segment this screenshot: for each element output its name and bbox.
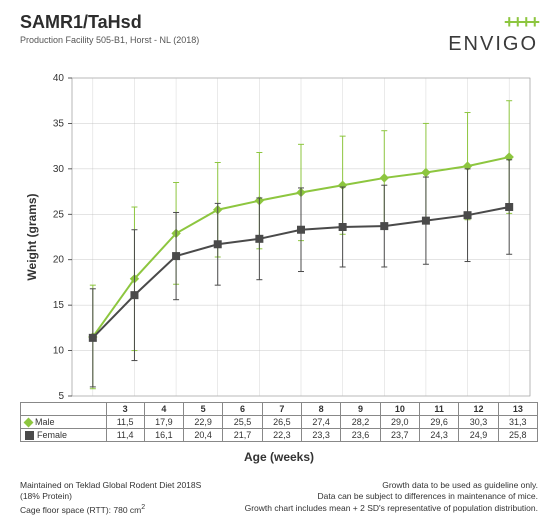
page-title: SAMR1/TaHsd <box>20 12 199 33</box>
table-col-header: 6 <box>223 403 262 416</box>
svg-text:35: 35 <box>53 118 65 129</box>
diamond-marker-icon <box>24 418 34 428</box>
page-subtitle: Production Facility 505-B1, Horst - NL (… <box>20 35 199 45</box>
table-cell: 25,8 <box>498 429 537 442</box>
x-axis-label: Age (weeks) <box>244 450 314 464</box>
table-cell: 31,3 <box>498 416 537 429</box>
footer-left: Maintained on Teklad Global Rodent Diet … <box>20 480 201 516</box>
table-col-header: 8 <box>302 403 341 416</box>
table-cell: 26,5 <box>262 416 301 429</box>
table-col-header: 10 <box>380 403 419 416</box>
svg-text:5: 5 <box>58 391 64 402</box>
table-cell: 23,7 <box>380 429 419 442</box>
table-cell: 20,4 <box>184 429 223 442</box>
svg-text:10: 10 <box>53 346 65 357</box>
table-col-header: 4 <box>144 403 183 416</box>
table-cell: 27,4 <box>302 416 341 429</box>
page: SAMR1/TaHsd Production Facility 505-B1, … <box>0 0 558 528</box>
row-label: Male <box>35 417 55 427</box>
table-col-header: 11 <box>419 403 458 416</box>
header: SAMR1/TaHsd Production Facility 505-B1, … <box>20 12 538 56</box>
table-col-header: 7 <box>262 403 301 416</box>
svg-text:Weight (grams): Weight (grams) <box>25 193 39 280</box>
table-cell: 22,3 <box>262 429 301 442</box>
table-cell: 24,3 <box>419 429 458 442</box>
table-cell: 24,9 <box>459 429 498 442</box>
svg-text:30: 30 <box>53 164 65 175</box>
footer: Maintained on Teklad Global Rodent Diet … <box>20 480 538 516</box>
table-cell: 17,9 <box>144 416 183 429</box>
svg-text:15: 15 <box>53 300 65 311</box>
growth-chart: 5 10 15 20 25 30 35 40 Weight (grams) <box>20 72 538 402</box>
footer-line: Data can be subject to differences in ma… <box>245 491 538 502</box>
table-cell: 29,6 <box>419 416 458 429</box>
row-label: Female <box>37 430 67 440</box>
table-col-header: 3 <box>106 403 144 416</box>
footer-line: Cage floor space (RTT): 780 cm2 <box>20 503 201 516</box>
table-cell: 23,3 <box>302 429 341 442</box>
logo-plusses-icon: ++++ <box>448 12 538 33</box>
table-cell: 16,1 <box>144 429 183 442</box>
square-marker-icon <box>25 431 34 440</box>
table-cell: 29,0 <box>380 416 419 429</box>
table-corner <box>21 403 107 416</box>
table-cell: 25,5 <box>223 416 262 429</box>
table-cell: 11,4 <box>106 429 144 442</box>
table-cell: 30,3 <box>459 416 498 429</box>
table-cell: 11,5 <box>106 416 144 429</box>
footer-line: Maintained on Teklad Global Rodent Diet … <box>20 480 201 491</box>
table-col-header: 5 <box>184 403 223 416</box>
svg-text:40: 40 <box>53 73 65 84</box>
svg-text:25: 25 <box>53 209 65 220</box>
logo-text: ENVIGO <box>448 33 538 56</box>
logo: ++++ ENVIGO <box>448 12 538 56</box>
table-row: Male 11,517,922,925,526,527,428,229,029,6… <box>21 416 538 429</box>
table-cell: 22,9 <box>184 416 223 429</box>
table-cell: 21,7 <box>223 429 262 442</box>
title-block: SAMR1/TaHsd Production Facility 505-B1, … <box>20 12 199 45</box>
table-cell: 23,6 <box>341 429 380 442</box>
table-cell: 28,2 <box>341 416 380 429</box>
data-table: 345678910111213Male11,517,922,925,526,52… <box>20 402 538 442</box>
table-col-header: 12 <box>459 403 498 416</box>
footer-line: Growth data to be used as guideline only… <box>245 480 538 491</box>
footer-line: (18% Protein) <box>20 491 201 502</box>
table-col-header: 13 <box>498 403 537 416</box>
footer-right: Growth data to be used as guideline only… <box>245 480 538 516</box>
chart-area: 510152025303540Weight (grams) 3456789101… <box>20 72 538 466</box>
table-col-header: 9 <box>341 403 380 416</box>
svg-text:20: 20 <box>53 255 65 266</box>
table-row: Female11,416,120,421,722,323,323,623,724… <box>21 429 538 442</box>
footer-line: Growth chart includes mean + 2 SD's repr… <box>245 503 538 514</box>
